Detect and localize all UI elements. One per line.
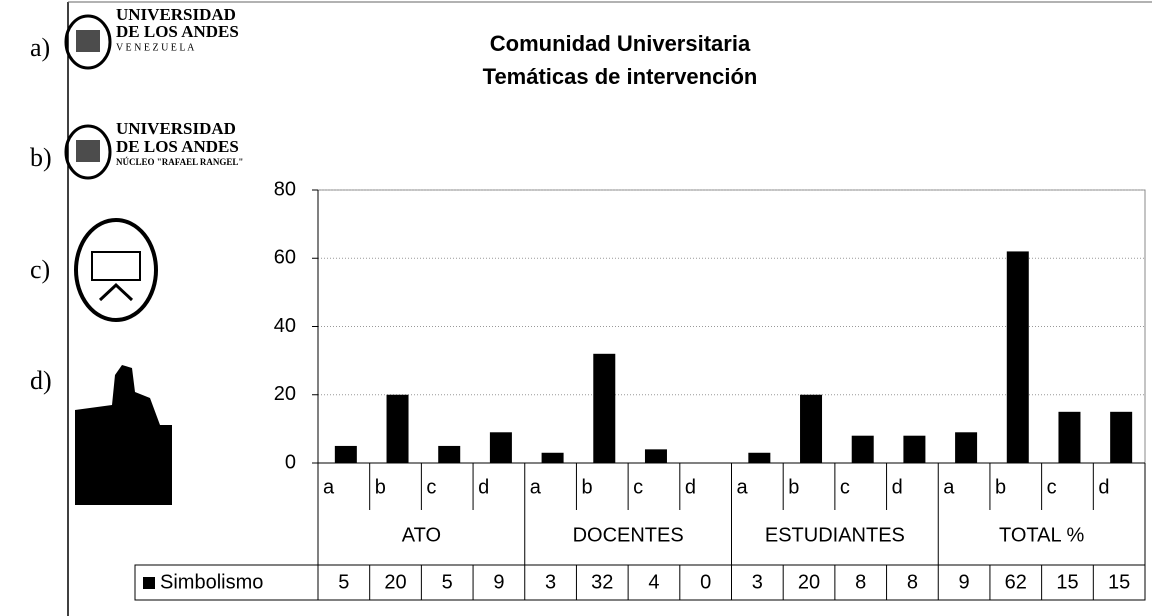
x-tick-label: a: [530, 476, 542, 498]
x-tick-label: d: [478, 476, 489, 498]
figure-label: b): [30, 143, 52, 172]
x-tick-label: c: [633, 476, 643, 498]
table-value: 15: [1056, 571, 1078, 593]
logo-text: V E N E Z U E L A: [116, 42, 195, 53]
table-value: 62: [1005, 571, 1027, 593]
bar: [1058, 412, 1080, 463]
table-value: 5: [338, 571, 349, 593]
bar: [438, 446, 460, 463]
x-tick-label: d: [892, 476, 903, 498]
x-tick-label: b: [581, 476, 592, 498]
chart-title: Comunidad Universitaria: [490, 31, 751, 56]
x-tick-label: b: [788, 476, 799, 498]
bar: [387, 395, 409, 463]
bar: [852, 436, 874, 463]
figure-label: a): [30, 33, 50, 62]
logo-text: UNIVERSIDAD: [116, 119, 236, 138]
y-tick-label: 0: [285, 451, 296, 473]
x-tick-label: c: [426, 476, 436, 498]
table-value: 20: [798, 571, 820, 593]
x-tick-label: a: [737, 476, 749, 498]
x-tick-label: b: [995, 476, 1006, 498]
group-label: DOCENTES: [573, 524, 684, 546]
logo-a: [66, 16, 110, 68]
y-tick-label: 80: [274, 178, 296, 200]
bar: [1110, 412, 1132, 463]
logo-c: [76, 220, 156, 320]
y-tick-label: 60: [274, 247, 296, 269]
figure-label: d): [30, 366, 52, 395]
bar: [955, 432, 977, 463]
chart-title: Temáticas de intervención: [483, 64, 758, 89]
bar: [490, 432, 512, 463]
data-table: [135, 565, 1145, 600]
table-value: 8: [855, 571, 866, 593]
bar: [335, 446, 357, 463]
x-tick-label: d: [685, 476, 696, 498]
x-tick-label: b: [375, 476, 386, 498]
legend-key: [143, 577, 155, 589]
x-tick-label: a: [323, 476, 335, 498]
x-tick-label: a: [943, 476, 955, 498]
page: a) b) c) d) UNIVERSIDAD DE LOS ANDES V E…: [0, 0, 1152, 616]
x-tick-label: d: [1098, 476, 1109, 498]
table-value: 15: [1108, 571, 1130, 593]
bar: [800, 395, 822, 463]
table-value: 9: [959, 571, 970, 593]
y-tick-label: 20: [274, 383, 296, 405]
y-tick-label: 40: [274, 315, 296, 337]
figure-label: c): [30, 255, 50, 284]
bar: [1007, 251, 1029, 463]
bar: [593, 354, 615, 463]
table-value: 3: [752, 571, 763, 593]
bar: [645, 449, 667, 463]
logo-text: NÚCLEO "RAFAEL RANGEL": [116, 157, 243, 167]
table-value: 0: [700, 571, 711, 593]
table-value: 5: [442, 571, 453, 593]
table-value: 4: [648, 571, 659, 593]
bar: [748, 453, 770, 463]
table-value: 8: [907, 571, 918, 593]
x-tick-label: c: [1047, 476, 1057, 498]
logo-text: DE LOS ANDES: [116, 22, 239, 41]
legend-label: Simbolismo: [160, 571, 263, 593]
x-tick-label: c: [840, 476, 850, 498]
logo-b: [66, 126, 110, 178]
bar: [903, 436, 925, 463]
table-value: 32: [591, 571, 613, 593]
table-value: 20: [384, 571, 406, 593]
group-label: ATO: [402, 524, 441, 546]
group-label: TOTAL %: [999, 524, 1084, 546]
logo-text: DE LOS ANDES: [116, 137, 239, 156]
table-value: 9: [493, 571, 504, 593]
group-label: ESTUDIANTES: [765, 524, 905, 546]
logo-d: [75, 365, 172, 505]
bar: [542, 453, 564, 463]
table-value: 3: [545, 571, 556, 593]
